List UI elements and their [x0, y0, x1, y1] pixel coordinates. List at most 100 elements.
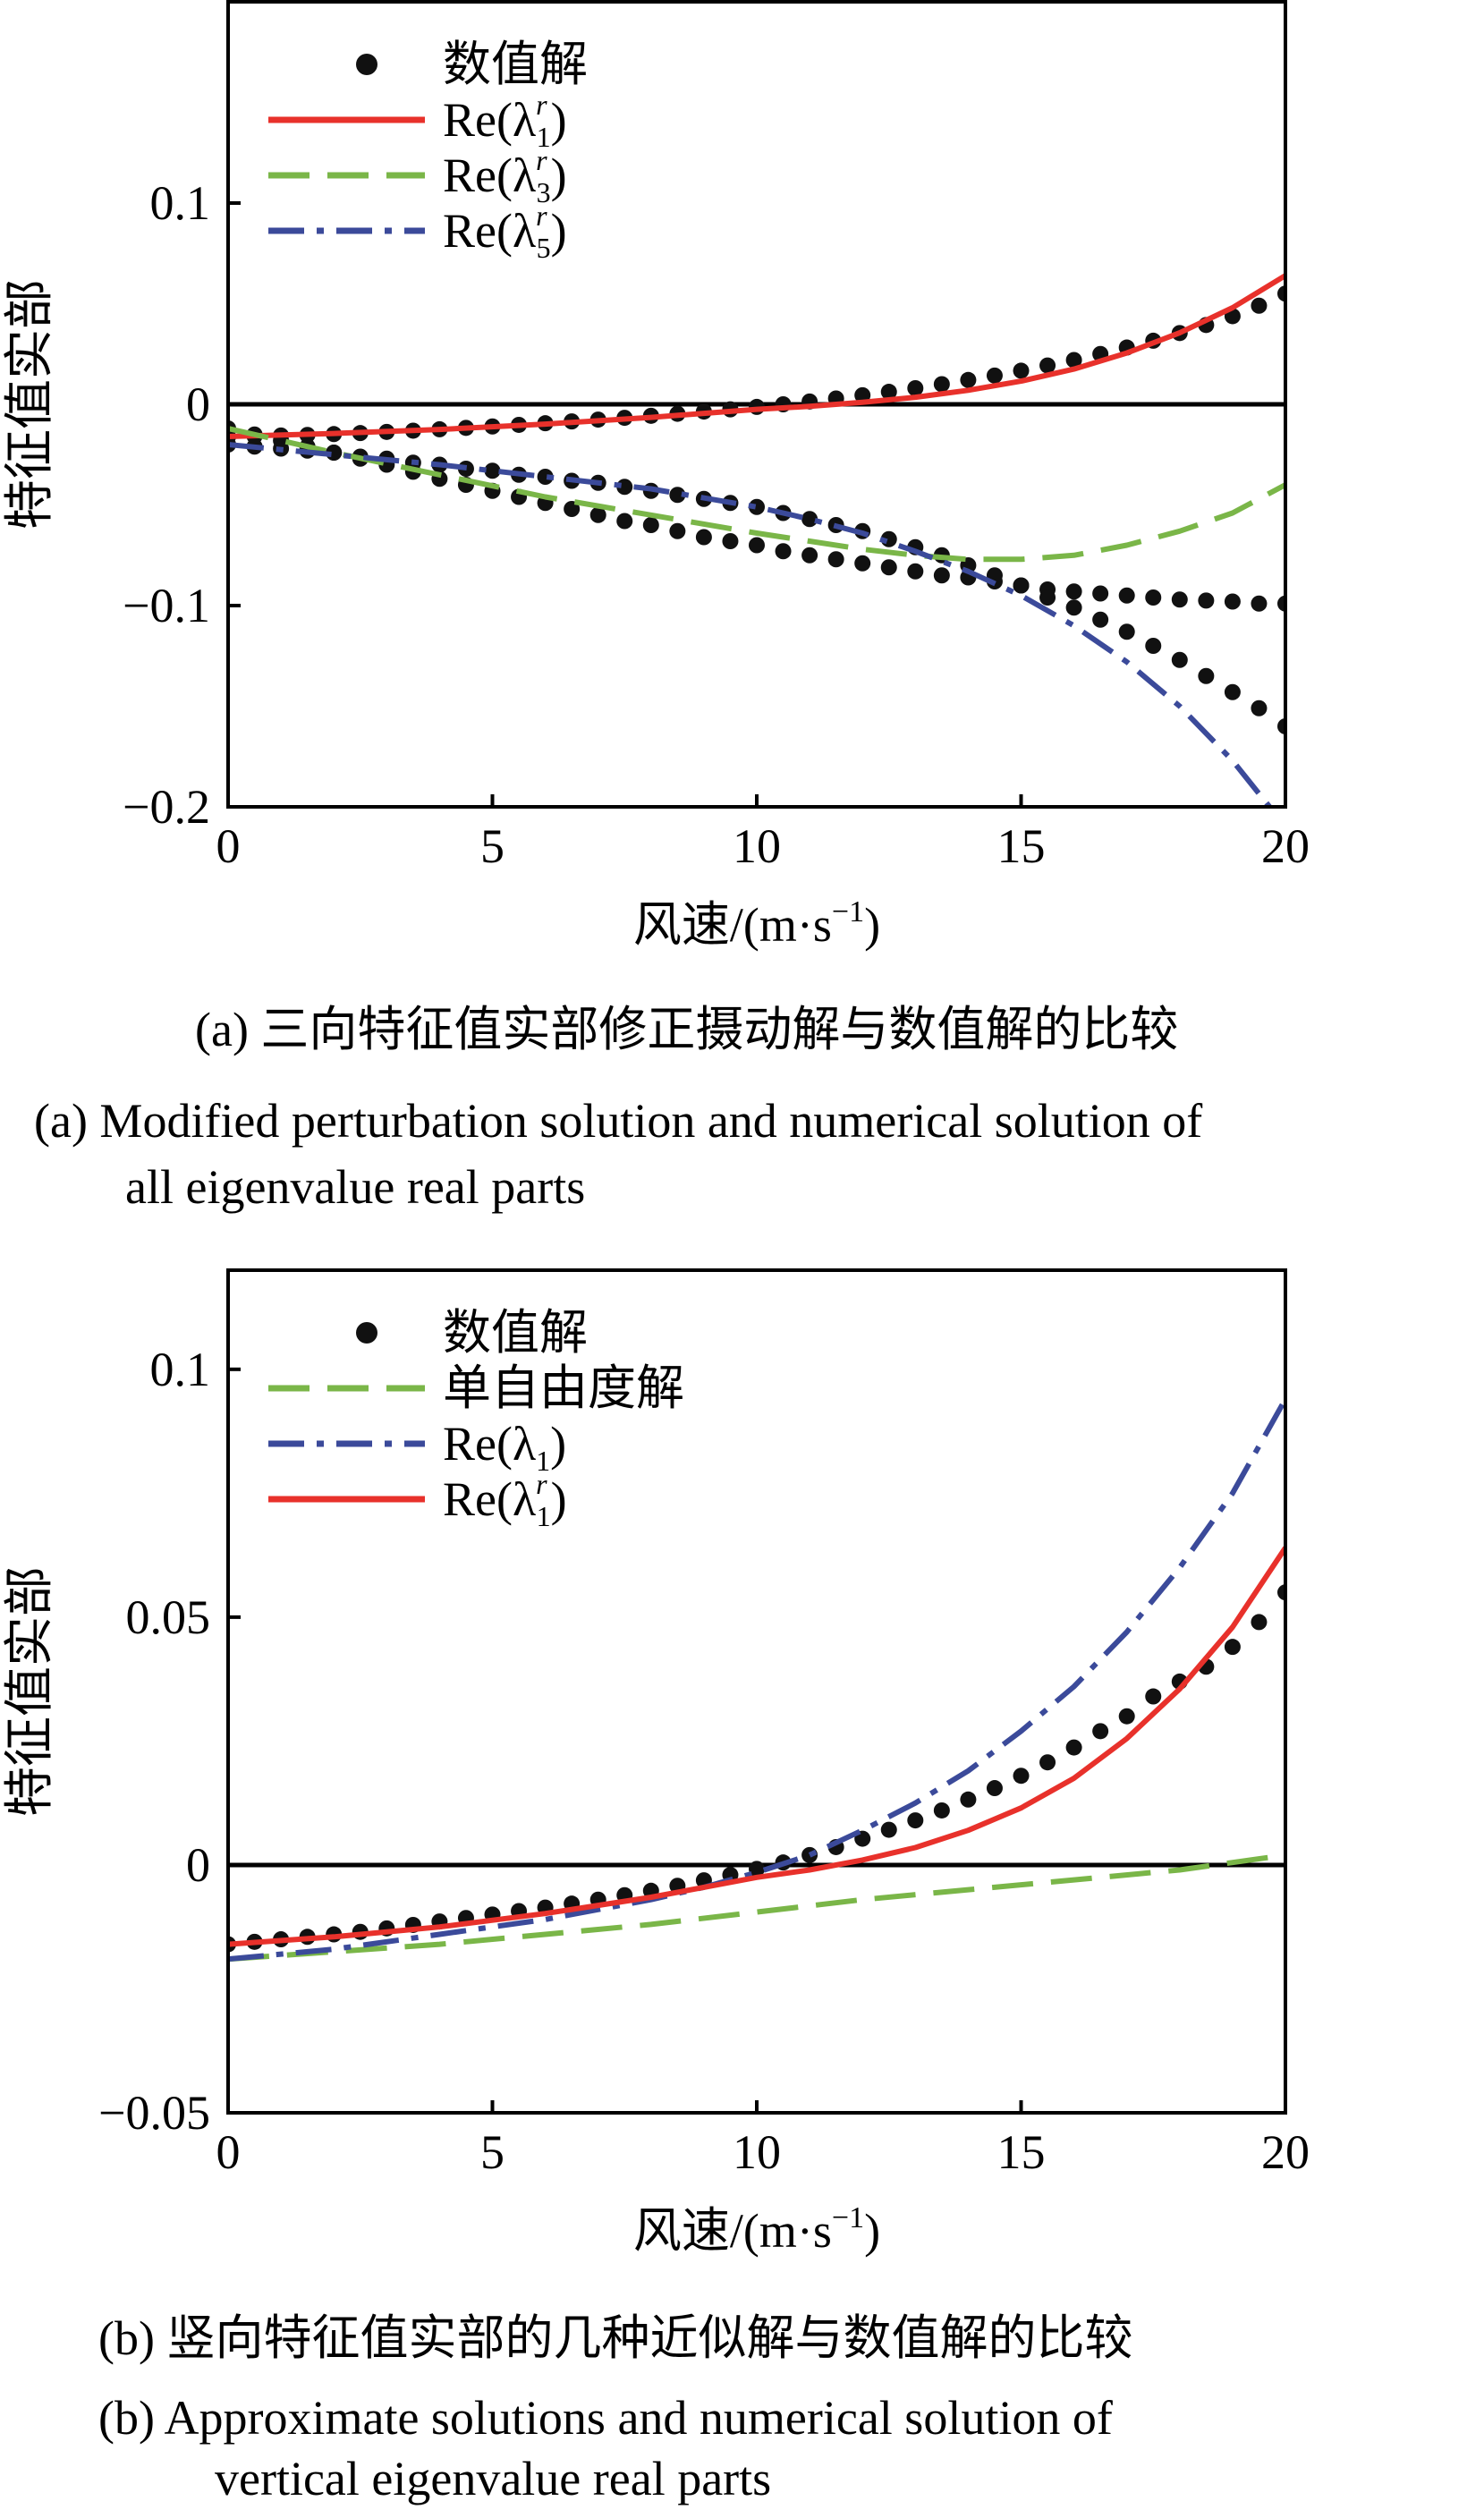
chart0-series1-point-20	[749, 537, 765, 554]
chart1-series0-point-34	[1118, 1708, 1135, 1725]
chart1-series0-point-33	[1092, 1723, 1109, 1740]
chart0-series1-point-35	[1145, 589, 1162, 606]
chart1-y-tick-label-3: −0.05	[98, 2086, 210, 2140]
chart1-series0-point-26	[907, 1812, 924, 1829]
chart0-x-tick-label-3: 15	[997, 819, 1046, 873]
chart0-series1-point-33	[1092, 585, 1109, 602]
chart1-series2-line	[228, 1397, 1285, 1963]
chart1-series0-point-29	[986, 1780, 1003, 1797]
chart1-plot-frame	[226, 1268, 1287, 2115]
chart0-series1-point-36	[1171, 591, 1188, 608]
chart0-series0-point-27	[933, 376, 950, 393]
chart0-series1-point-17	[669, 522, 686, 539]
chart1-series0-point-25	[880, 1821, 897, 1838]
chart0-series1-point-15	[616, 513, 633, 530]
chart1-x-tick-label-4: 20	[1261, 2125, 1310, 2179]
chart1-y-tick-label-0: 0.1	[150, 1343, 211, 1396]
chart-a: 0 5 10 15 20 0.1 0 −0.1 −0.2 风速/(m·s−1) 特征值实部 数值解 Re…	[3, 0, 1310, 952]
chart0-y-tick-label-2: −0.1	[123, 579, 210, 632]
chart0-x-tick-label-4: 20	[1261, 819, 1310, 873]
chart1-y-tick-label-1: 0.05	[126, 1590, 211, 1644]
chart1-x-tick-label-1: 5	[480, 2125, 505, 2179]
caption-b-chinese: (b) 竖向特征值实部的几种近似解与数值解的比较	[98, 2311, 1133, 2365]
chart0-x-tick-label-0: 0	[216, 819, 241, 873]
chart1-x-tick-label-3: 15	[997, 2125, 1046, 2179]
chart0-y-tick-label-1: 0	[186, 377, 210, 431]
chart0-legend-label-3: Re(λr 5)	[443, 199, 567, 264]
chart0-series2-point-39	[1251, 699, 1268, 716]
chart0-series1-point-23	[827, 551, 844, 568]
chart1-series0-point-20	[749, 1861, 765, 1878]
chart1-series0-point-39	[1251, 1614, 1268, 1631]
caption-a-chinese: (a) 三向特征值实部修正摄动解与数值解的比较	[195, 1003, 1179, 1056]
chart0-legend-label-0: 数值解	[443, 38, 588, 91]
chart0-series2-point-38	[1224, 683, 1241, 700]
chart0-x-axis-label: 风速/(m·s−1)	[633, 895, 880, 952]
chart0-series0-point-28	[960, 371, 977, 388]
chart0-series4-line	[228, 426, 1285, 563]
chart-b: 0 5 10 15 200.10.050−0.05风速/(m·s−1)特征值实部数值解单…	[3, 1268, 1310, 2258]
chart0-series1-point-34	[1118, 587, 1135, 604]
chart1-y-tick-label-2: 0	[186, 1838, 210, 1892]
chart1-series0-point-28	[960, 1791, 977, 1808]
chart0-series2-point-30	[1013, 577, 1030, 594]
chart0-y-tick-label-0: 0.1	[150, 176, 211, 230]
chart0-x-tick-label-1: 5	[480, 819, 505, 873]
chart0-series0-point-30	[1013, 362, 1030, 379]
chart0-series0-point-31	[1039, 357, 1056, 374]
chart1-series0-point-31	[1039, 1754, 1056, 1771]
chart1-y-axis-label: 特征值实部	[3, 1566, 58, 1817]
chart1-series0-point-35	[1145, 1688, 1162, 1705]
chart0-series0-point-25	[880, 384, 897, 401]
chart0-series2-point-10	[484, 462, 501, 479]
chart0-series1-point-18	[695, 529, 712, 546]
chart0-series1-point-14	[589, 506, 606, 523]
chart0-series1-point-32	[1065, 583, 1082, 600]
chart0-series1-point-37	[1198, 592, 1215, 609]
chart0-series2-point-31	[1039, 589, 1056, 606]
chart0-series2-point-20	[749, 498, 765, 515]
chart0-series1-point-26	[907, 563, 924, 580]
chart0-y-tick-label-3: −0.2	[123, 780, 210, 834]
chart0-series2-point-40	[1277, 718, 1285, 734]
caption-a-english-line1: (a) Modified perturbation solution and n…	[34, 1094, 1203, 1148]
caption-b-english-line1: (b) Approximate solutions and numerical …	[98, 2391, 1113, 2445]
chart0-series2-point-22	[801, 511, 818, 528]
chart0-series1-point-19	[722, 533, 739, 549]
chart0-series5-line	[228, 442, 1272, 807]
chart0-series0-point-26	[907, 380, 924, 396]
chart0-series1-point-21	[775, 543, 792, 560]
chart1-x-tick-label-0: 0	[216, 2125, 241, 2179]
chart1-series0-point-40	[1277, 1584, 1285, 1601]
chart1-series0-point-30	[1013, 1768, 1030, 1785]
chart0-series1-point-38	[1224, 593, 1241, 610]
chart0-series2-point-37	[1198, 667, 1215, 684]
chart1-series0-point-27	[933, 1802, 950, 1819]
chart0-series2-point-32	[1065, 599, 1082, 616]
chart0-series0-point-32	[1065, 352, 1082, 369]
chart0-series2-point-33	[1092, 611, 1109, 628]
chart0-series1-point-22	[801, 547, 818, 564]
caption-b-english-line2: vertical eigenvalue real parts	[215, 2452, 772, 2505]
chart0-y-axis-label: 特征值实部	[3, 279, 58, 530]
chart0-series1-point-27	[933, 567, 950, 584]
chart0-series0-point-29	[986, 367, 1003, 384]
chart1-legend-label-2: Re(λ1)	[443, 1417, 566, 1477]
chart0-series1-point-16	[642, 517, 659, 533]
chart0-series0-point-40	[1277, 285, 1285, 302]
chart1-series0-point-38	[1224, 1639, 1241, 1656]
chart1-x-axis-label: 风速/(m·s−1)	[633, 2201, 880, 2258]
chart0-series1-point-13	[564, 501, 581, 517]
chart0-series1-point-24	[854, 555, 871, 572]
chart1-legend-marker-0	[356, 1322, 377, 1344]
chart0-series1-point-40	[1277, 595, 1285, 612]
chart0-legend-label-2: Re(λr 3)	[443, 144, 567, 208]
chart1-series0-point-32	[1065, 1739, 1082, 1756]
chart0-series2-point-12	[537, 469, 554, 485]
chart1-legend-label-3: Re(λr 1)	[443, 1468, 567, 1532]
chart0-x-tick-label-2: 10	[733, 819, 781, 873]
chart1-series3-line	[228, 1546, 1285, 1947]
chart0-series2-point-34	[1118, 623, 1135, 640]
chart0-series3-line	[228, 273, 1285, 439]
chart0-series2-point-35	[1145, 638, 1162, 654]
